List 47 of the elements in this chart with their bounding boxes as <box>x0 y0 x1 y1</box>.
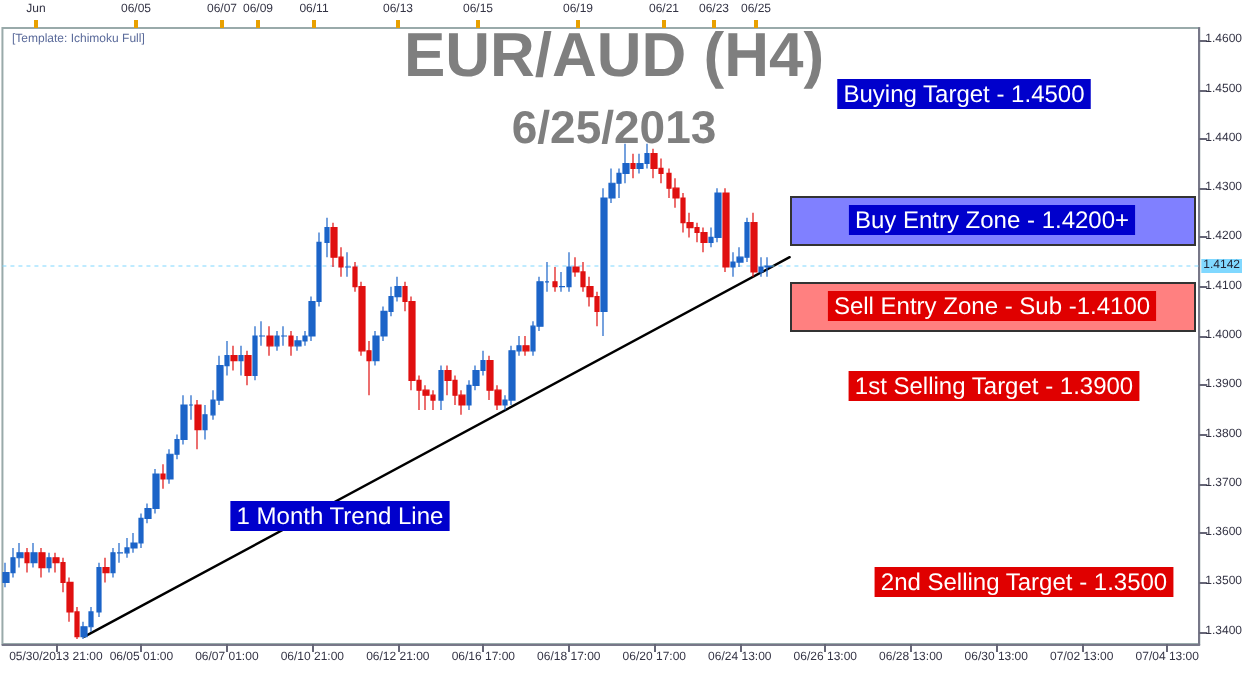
candlestick <box>266 325 274 357</box>
candlestick <box>194 399 202 450</box>
candlestick <box>758 256 764 278</box>
candlestick <box>294 335 302 352</box>
candlestick <box>124 537 130 559</box>
candlestick <box>152 468 160 515</box>
candlestick <box>438 364 444 411</box>
candlestick <box>650 148 658 179</box>
candlestick <box>522 335 530 357</box>
annotation: Buying Target - 1.4500 <box>843 80 1086 108</box>
candlestick <box>630 153 636 179</box>
candlestick <box>160 463 166 490</box>
candlestick <box>38 547 46 579</box>
candlestick <box>110 547 116 579</box>
candlestick <box>764 256 772 278</box>
candlestick <box>730 251 736 278</box>
candlestick <box>238 345 244 377</box>
candlestick <box>244 350 252 386</box>
candlestick <box>750 212 758 278</box>
candlestick <box>644 143 650 170</box>
candlestick <box>744 217 750 263</box>
candlestick <box>552 266 558 293</box>
candlestick <box>274 330 280 352</box>
candlestick <box>566 251 572 293</box>
candlestick <box>46 552 52 574</box>
candlestick <box>700 226 708 253</box>
chart-title: EUR/AUD (H4) <box>403 20 825 90</box>
candlestick <box>138 512 144 549</box>
candlestick <box>30 542 38 569</box>
candlestick <box>280 325 288 347</box>
candlestick <box>288 330 294 357</box>
candlestick <box>230 345 238 372</box>
candlestick <box>10 547 16 579</box>
candlestick <box>24 547 30 574</box>
candlestick <box>102 557 110 583</box>
annotation: 1 Month Trend Line <box>236 502 445 530</box>
annotation: 1st Selling Target - 1.3900 <box>854 372 1134 400</box>
candlestick <box>252 325 258 381</box>
candlestick <box>430 389 436 411</box>
candlestick <box>344 251 352 278</box>
text: 6/25/2013 <box>511 101 717 153</box>
annotation: 2nd Selling Target - 1.3500 <box>880 568 1168 596</box>
annotation: Buy Entry Zone - 1.4200+ <box>854 206 1130 234</box>
candlestick <box>714 187 722 243</box>
candlestick <box>722 187 730 273</box>
candlestick <box>16 542 24 569</box>
annotation: Sell Entry Zone - Sub -1.4100 <box>833 292 1151 320</box>
